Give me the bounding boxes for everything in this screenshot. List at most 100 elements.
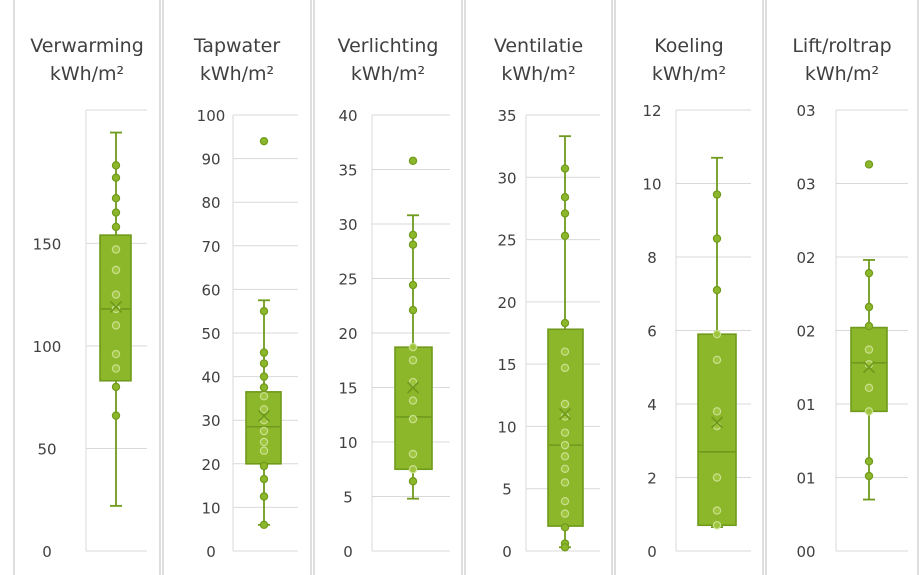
panel-unit: kWh/m² [652, 63, 726, 85]
mean-marker [710, 416, 724, 429]
data-point [408, 414, 418, 424]
data-point [712, 355, 722, 365]
panel-1: Verwarming kWh/m² 0 50 100 150 [13, 0, 161, 575]
y-tick-label: 150 [33, 235, 62, 253]
y-tick-label: 25 [497, 232, 516, 250]
data-point [560, 452, 570, 461]
data-point-outside-box [259, 307, 269, 316]
y-tick-label: 20 [338, 325, 357, 343]
y-tick-label: 2 [647, 470, 657, 488]
data-point [560, 399, 570, 409]
data-point [864, 407, 874, 416]
y-tick-label: 80 [201, 194, 220, 212]
mean-marker-stroke [558, 407, 572, 421]
data-point [259, 405, 269, 414]
y-tick-label: 10 [642, 176, 661, 194]
mean-marker [558, 407, 572, 421]
y-tick-label: 0 [502, 543, 512, 561]
data-point-outside-box [408, 240, 418, 249]
data-point [712, 521, 722, 530]
y-tick-label: 40 [201, 369, 220, 387]
y-tick-label: 30 [338, 216, 357, 234]
y-tick-label: 100 [197, 107, 226, 125]
data-point [864, 383, 874, 393]
data-point-outside-box [259, 492, 269, 501]
y-tick-label: 4 [647, 396, 657, 414]
y-tick-label: 5 [502, 481, 512, 499]
panel-frame [464, 0, 613, 575]
panel-5: Koeling kWh/m² 0 2 4 6 8 10 12 [614, 0, 764, 575]
data-point [560, 509, 570, 518]
data-point-outside-box [259, 372, 269, 381]
data-point [560, 464, 570, 473]
y-tick-label: 0 [343, 543, 353, 561]
y-tick-label: 70 [201, 238, 220, 256]
panel-unit: kWh/m² [351, 63, 425, 85]
data-point [111, 304, 121, 314]
data-point [111, 290, 121, 299]
data-point [864, 345, 874, 354]
data-point [111, 265, 121, 275]
mean-marker [109, 300, 123, 314]
data-point [560, 496, 570, 506]
panel-title: Verlichting [338, 35, 439, 57]
panel-title: Koeling [654, 35, 724, 57]
data-point [408, 356, 418, 365]
data-point [712, 329, 722, 339]
data-point-outside-box [712, 285, 722, 295]
mean-marker [862, 361, 876, 374]
data-point [560, 440, 570, 450]
mean-marker-stroke [710, 416, 724, 429]
panel-title: Tapwater [193, 35, 280, 57]
y-tick-label: 15 [497, 356, 516, 374]
y-tick-label: 15 [338, 380, 357, 398]
data-point [712, 407, 722, 416]
mean-marker-stroke [109, 300, 123, 314]
panel-unit: kWh/m² [501, 63, 575, 85]
y-tick-label: 02 [796, 249, 815, 267]
data-point-outside-box [111, 161, 121, 170]
panel-4: Ventilatie kWh/m² 0 5 10 15 20 25 30 35 [464, 0, 613, 575]
iqr-box [547, 328, 584, 527]
data-point [408, 449, 418, 459]
data-point-outside-box [111, 222, 121, 232]
y-tick-label: 20 [201, 456, 220, 474]
data-point-outside-box [259, 474, 269, 484]
data-point-outside-box [560, 318, 570, 328]
data-point-outside-box [259, 359, 269, 368]
data-point-outside-box [259, 383, 269, 392]
data-point-outside-box [408, 280, 418, 290]
panel-unit: kWh/m² [50, 63, 124, 85]
data-point [111, 321, 121, 330]
data-point [712, 506, 722, 515]
data-point [111, 364, 121, 373]
y-tick-label: 90 [201, 151, 220, 169]
panel-frame [162, 0, 312, 575]
data-point-outside-box [864, 457, 874, 466]
data-point [259, 437, 269, 447]
panel-title: Verwarming [30, 35, 144, 57]
y-tick-label: 40 [338, 107, 357, 125]
data-point-outside-box [864, 160, 874, 169]
y-tick-label: 10 [201, 499, 220, 517]
y-tick-label: 30 [201, 412, 220, 430]
y-tick-label: 50 [37, 440, 56, 458]
data-point-outside-box [408, 156, 418, 165]
data-point-outside-box [111, 208, 121, 217]
data-point [408, 396, 418, 405]
data-point-outside-box [408, 477, 418, 486]
panel-title: Ventilatie [494, 35, 583, 57]
panel-2: Tapwater kWh/m² 0 10 20 30 40 50 60 70 80 90 100 [162, 0, 312, 575]
data-point-outside-box [259, 461, 269, 471]
data-point [560, 347, 570, 356]
data-point [111, 245, 121, 254]
data-point-outside-box [560, 231, 570, 241]
mean-marker-stroke [406, 381, 420, 394]
data-point-outside-box [259, 520, 269, 530]
data-point [111, 349, 121, 359]
data-point-outside-box [560, 543, 570, 552]
data-point-outside-box [560, 193, 570, 202]
y-tick-label: 0 [647, 543, 657, 561]
data-point-outside-box [864, 268, 874, 278]
